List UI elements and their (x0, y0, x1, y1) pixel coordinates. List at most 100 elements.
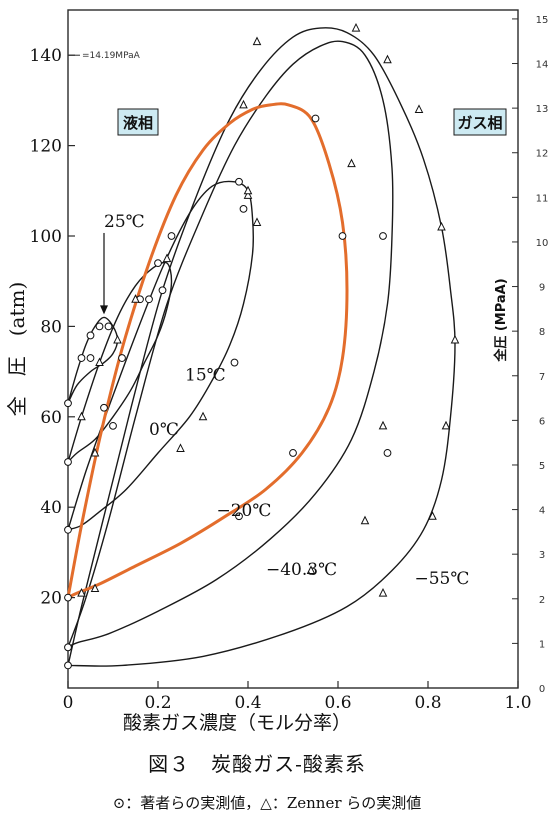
y-right-tick-label: 1 (539, 639, 545, 650)
y-right-tick-label: 12 (536, 149, 549, 160)
axes: 0 0.2 0.4 0.6 0.8 1.0204060801001201400123456… (5, 9, 549, 713)
marker-triangle (176, 443, 185, 452)
region-gas-box (453, 108, 507, 136)
marker-circle (154, 259, 162, 268)
y-right-tick-label: 4 (539, 506, 545, 517)
marker-triangle (95, 357, 104, 367)
curve-6 (67, 27, 456, 667)
marker-circle (86, 331, 95, 340)
y-tick-label: 20 (40, 589, 62, 609)
y-tick-label: 40 (40, 498, 62, 518)
marker-circle (64, 399, 72, 408)
curve-5 (67, 40, 394, 648)
region-gas: ガス相 (453, 108, 507, 136)
x-axis-label: 酸素ガス濃度（モル分率） (122, 712, 351, 734)
y-tick-label: 80 (40, 317, 62, 337)
y-tick-label: 100 (30, 227, 62, 247)
x-tick-label: 1.0 (504, 693, 531, 713)
curve-3 (67, 180, 255, 531)
region-liquid: 液相 (117, 108, 159, 136)
marker-circle (64, 643, 72, 652)
y-tick-label: 60 (40, 408, 62, 428)
marker-triangle (239, 99, 248, 109)
curve-label-5: −40.3℃ (266, 560, 337, 580)
marker-triangle (378, 587, 388, 597)
marker-triangle (243, 190, 253, 199)
marker-triangle (378, 420, 388, 430)
marker-triangle (441, 420, 451, 430)
marker-triangle (252, 217, 262, 226)
y-right-tick-label: 8 (539, 327, 545, 338)
marker-circle (167, 232, 176, 240)
marker-circle (230, 358, 239, 367)
y-right-tick-label: 9 (539, 283, 545, 294)
marker-triangle (113, 334, 122, 344)
x-tick-label: 0 (63, 693, 74, 713)
marker-circle (145, 295, 153, 304)
y-right-tick-label: 14 (536, 60, 549, 71)
marker-triangle (306, 565, 316, 574)
y-tick-label: 140 (30, 46, 62, 66)
y-right-tick-label: 5 (539, 461, 545, 472)
y-right-tick-label: 10 (536, 238, 549, 249)
curve-label-1: 25℃ (104, 212, 145, 232)
curve-labels: 液相 ガス相 25℃ 15℃ 0℃ −20℃ −40.3℃ −55℃ (100, 108, 507, 589)
y-right-tick-label: 0 (539, 684, 545, 695)
marker-triangle (437, 221, 446, 231)
x-tick-label: 0.4 (234, 693, 261, 713)
region-gas-text: ガス相 (457, 114, 502, 132)
legend-caption: ⊙：著者らの実測値，△：Zenner らの実測値 (112, 794, 422, 812)
curve-label-3: 0℃ (149, 420, 179, 440)
y-right-tick-label: 3 (539, 550, 545, 561)
region-liquid-text: 液相 (123, 114, 153, 132)
y-right-tick-label: 13 (536, 104, 549, 115)
marker-triangle (131, 294, 140, 303)
y-right-tick-label: 7 (539, 372, 545, 383)
marker-triangle (90, 447, 100, 457)
marker-triangle (347, 158, 356, 168)
highlight-layer (66, 102, 349, 599)
curve-label-2: 15℃ (185, 366, 226, 386)
marker-triangle (198, 411, 208, 421)
y-right-tick-label: 2 (539, 595, 545, 606)
marker-triangle (162, 253, 172, 263)
curve-label-6: −55℃ (415, 569, 470, 589)
x-tick-label: 0.8 (414, 693, 441, 713)
marker-circle (109, 421, 117, 430)
marker-circle (118, 354, 126, 362)
region-liquid-box (117, 108, 159, 136)
marker-triangle (77, 411, 86, 421)
plot-frame (67, 9, 519, 689)
marker-circle (235, 177, 243, 186)
y-right-tick-label: 11 (536, 193, 549, 204)
y-right-tick-label: 15 (536, 15, 549, 26)
marker-circle (239, 204, 248, 213)
marker-circle (235, 512, 243, 521)
marker-circle (64, 661, 72, 670)
curve-label-arrowhead (100, 305, 108, 315)
markers (64, 22, 460, 670)
marker-triangle (383, 54, 392, 64)
y-right-tick-label: 6 (539, 416, 545, 427)
marker-circle (338, 232, 347, 240)
marker-circle (104, 322, 113, 331)
curve-1 (67, 316, 119, 404)
y-axis-label: 全 圧 (atm) (5, 282, 29, 417)
curve-label-4: −20℃ (217, 501, 272, 521)
marker-triangle (243, 185, 253, 195)
curve-4 (67, 103, 348, 599)
marker-triangle (450, 334, 460, 344)
marker-circle (100, 403, 108, 412)
y-tick-label: 120 (30, 137, 62, 157)
marker-triangle (428, 511, 437, 520)
y-right-axis-label: 全圧 (MPaA) (493, 278, 509, 362)
x-tick-label: 0.6 (324, 693, 351, 713)
marker-circle (95, 322, 104, 331)
marker-circle (383, 449, 392, 457)
reference-label: =14.19MPaA (82, 51, 141, 61)
highlight-curve (66, 102, 349, 599)
marker-triangle (351, 22, 361, 32)
marker-circle (64, 593, 72, 602)
marker-triangle (360, 515, 370, 525)
marker-circle (158, 286, 167, 295)
